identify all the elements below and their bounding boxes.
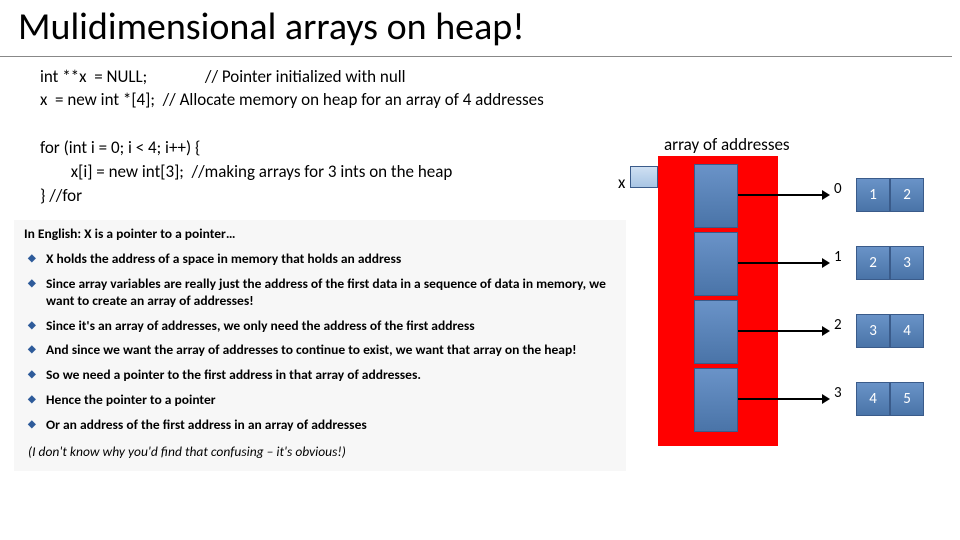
bullet-item: Since array variables are really just th… bbox=[24, 276, 616, 310]
int-cell: 4 bbox=[890, 314, 924, 348]
connector-arrow bbox=[738, 330, 828, 332]
address-cell bbox=[694, 368, 738, 432]
code-line: } //for bbox=[40, 184, 452, 208]
connector-arrow bbox=[738, 262, 828, 264]
int-row: 2 3 bbox=[856, 246, 924, 280]
address-cell bbox=[694, 300, 738, 364]
address-cell bbox=[694, 164, 738, 228]
int-row: 4 5 bbox=[856, 382, 924, 416]
code-line: for (int i = 0; i < 4; i++) { bbox=[40, 136, 452, 160]
code-line: x = new int *[4]; // Allocate memory on … bbox=[40, 89, 544, 112]
bullet-item: X holds the address of a space in memory… bbox=[24, 251, 616, 268]
address-cell bbox=[694, 232, 738, 296]
bullet-item: So we need a pointer to the first addres… bbox=[24, 367, 616, 384]
bullet-item: Or an address of the first address in an… bbox=[24, 417, 616, 434]
diagram-label-array: array of addresses bbox=[664, 134, 790, 155]
bullet-item: And since we want the array of addresses… bbox=[24, 342, 616, 359]
int-cell: 2 bbox=[856, 246, 890, 280]
int-row: 1 2 bbox=[856, 178, 924, 212]
slide-title: Mulidimensional arrays on heap! bbox=[0, 0, 952, 57]
int-cell: 3 bbox=[890, 246, 924, 280]
row-lead: 1 bbox=[834, 248, 842, 266]
connector-arrow bbox=[738, 194, 828, 196]
explanation-block: In English: X is a pointer to a pointer…… bbox=[14, 220, 626, 471]
address-array bbox=[694, 164, 738, 436]
bullet-item: Since it's an array of addresses, we onl… bbox=[24, 318, 616, 335]
code-line: x[i] = new int[3]; //making arrays for 3… bbox=[40, 160, 452, 184]
diagram-label-x: x bbox=[618, 172, 625, 193]
int-cell: 3 bbox=[856, 314, 890, 348]
int-cell: 4 bbox=[856, 382, 890, 416]
row-lead: 2 bbox=[834, 316, 842, 334]
code-line: int **x = NULL; // Pointer initialized w… bbox=[40, 66, 544, 89]
int-cell: 1 bbox=[856, 178, 890, 212]
bullet-item: Hence the pointer to a pointer bbox=[24, 392, 616, 409]
int-cell: 2 bbox=[890, 178, 924, 212]
pointer-box bbox=[630, 166, 658, 188]
code-block-2: for (int i = 0; i < 4; i++) { x[i] = new… bbox=[40, 136, 452, 207]
explanation-header: In English: X is a pointer to a pointer… bbox=[24, 226, 616, 243]
row-lead: 0 bbox=[834, 180, 842, 198]
explanation-footer: (I don't know why you'd find that confus… bbox=[24, 444, 616, 461]
int-cell: 5 bbox=[890, 382, 924, 416]
connector-arrow bbox=[738, 398, 828, 400]
int-row: 3 4 bbox=[856, 314, 924, 348]
code-block-1: int **x = NULL; // Pointer initialized w… bbox=[40, 66, 544, 112]
row-lead: 3 bbox=[834, 384, 842, 402]
